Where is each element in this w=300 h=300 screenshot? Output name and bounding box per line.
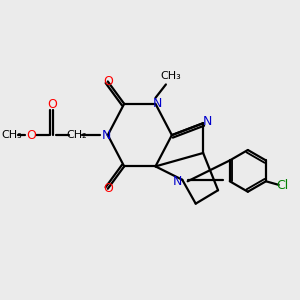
Text: CH₃: CH₃ [160,70,181,80]
Text: N: N [203,115,212,128]
Text: CH₃: CH₃ [2,130,22,140]
Text: CH₂: CH₂ [66,130,87,140]
Text: N: N [102,129,111,142]
Text: N: N [152,97,162,110]
Text: O: O [48,98,58,111]
Text: Cl: Cl [276,179,288,192]
Text: O: O [103,75,113,88]
Text: O: O [26,129,36,142]
Text: N: N [173,175,182,188]
Text: O: O [103,182,113,195]
